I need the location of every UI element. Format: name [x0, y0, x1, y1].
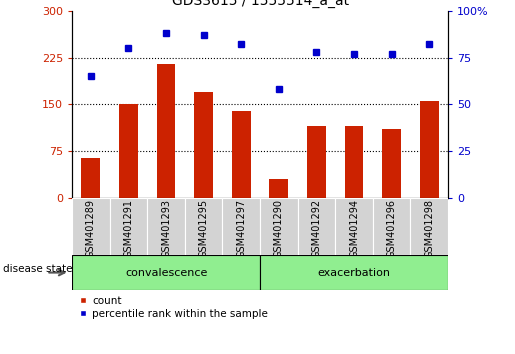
Bar	[307, 126, 326, 198]
Text: GSM401292: GSM401292	[312, 199, 321, 258]
Text: GSM401293: GSM401293	[161, 199, 171, 258]
Bar	[269, 179, 288, 198]
Bar	[382, 130, 401, 198]
Bar	[110, 198, 147, 255]
Bar	[119, 104, 138, 198]
Text: GSM401294: GSM401294	[349, 199, 359, 258]
Text: convalescence: convalescence	[125, 268, 207, 278]
Bar	[373, 198, 410, 255]
Text: GSM401291: GSM401291	[124, 199, 133, 258]
Bar	[194, 92, 213, 198]
Bar	[81, 158, 100, 198]
Legend: count, percentile rank within the sample: count, percentile rank within the sample	[77, 296, 268, 319]
Bar	[147, 198, 185, 255]
Text: GSM401289: GSM401289	[86, 199, 96, 258]
Bar	[298, 198, 335, 255]
Text: exacerbation: exacerbation	[318, 268, 390, 278]
Text: GSM401290: GSM401290	[274, 199, 284, 258]
Text: disease state: disease state	[3, 264, 72, 274]
Bar	[72, 255, 260, 290]
Text: GSM401296: GSM401296	[387, 199, 397, 258]
Bar	[185, 198, 222, 255]
Bar	[260, 198, 298, 255]
Bar	[420, 101, 439, 198]
Text: GSM401297: GSM401297	[236, 199, 246, 258]
Bar	[157, 64, 176, 198]
Title: GDS3615 / 1555514_a_at: GDS3615 / 1555514_a_at	[171, 0, 349, 8]
Bar	[260, 255, 448, 290]
Bar	[72, 198, 110, 255]
Bar	[232, 111, 251, 198]
Bar	[410, 198, 448, 255]
Text: GSM401298: GSM401298	[424, 199, 434, 258]
Bar	[345, 126, 364, 198]
Bar	[335, 198, 373, 255]
Bar	[222, 198, 260, 255]
Text: GSM401295: GSM401295	[199, 199, 209, 258]
